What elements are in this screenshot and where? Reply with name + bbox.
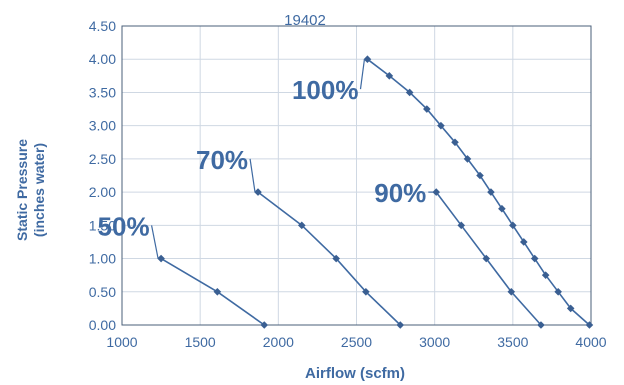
data-point-marker	[254, 188, 262, 196]
data-point-marker	[437, 121, 445, 130]
data-point-marker	[363, 55, 372, 64]
data-point-marker	[509, 221, 517, 230]
data-point-marker	[585, 321, 594, 329]
y-tick-label: 2.50	[89, 151, 116, 167]
data-point-marker	[396, 321, 405, 329]
series-label-leader	[359, 59, 366, 90]
series-70pct	[254, 188, 405, 329]
data-point-marker	[507, 287, 516, 296]
data-point-marker	[463, 155, 472, 163]
series-100pct	[363, 55, 594, 329]
data-point-marker	[457, 221, 466, 230]
data-point-marker	[541, 271, 550, 279]
x-tick-label: 3500	[497, 334, 528, 350]
data-point-marker	[476, 171, 484, 180]
plot-area-border	[121, 25, 592, 326]
data-point-marker	[530, 254, 539, 263]
y-tick-label: 0.00	[89, 317, 116, 333]
series-label-70pct: 70%	[196, 145, 248, 175]
data-point-marker	[297, 221, 306, 230]
chart-title: 19402	[284, 12, 326, 29]
y-tick-label: 1.50	[89, 217, 116, 233]
y-tick-label: 3.00	[89, 118, 116, 134]
x-axis-label: Airflow (scfm)	[305, 365, 405, 382]
y-tick-label: 1.00	[89, 251, 116, 267]
y-tick-label: 2.00	[89, 184, 116, 200]
series-label-90pct: 90%	[374, 178, 426, 208]
data-point-marker	[260, 321, 269, 329]
data-point-marker	[554, 287, 562, 296]
series-lines	[157, 55, 594, 329]
data-point-marker	[498, 204, 506, 213]
x-axis-tick-labels: 1000 1500 2000 2500 3000 3500 4000	[106, 334, 606, 350]
series-label-leader	[150, 225, 159, 259]
series-label-50pct: 50%	[98, 211, 150, 241]
data-point-marker	[213, 287, 222, 296]
x-tick-label: 2500	[341, 334, 372, 350]
data-point-marker	[566, 304, 575, 313]
data-point-marker	[537, 321, 545, 329]
y-tick-label: 4.50	[89, 18, 116, 34]
y-tick-label: 0.50	[89, 284, 116, 300]
y-tick-label: 3.50	[89, 84, 116, 100]
series-labels: 50% 70% 90% 100%	[98, 59, 434, 259]
data-point-marker	[482, 254, 491, 263]
data-point-marker	[451, 138, 459, 147]
x-tick-label: 3000	[419, 334, 450, 350]
data-point-marker	[423, 105, 431, 113]
data-point-marker	[432, 188, 441, 196]
x-tick-label: 4000	[575, 334, 606, 350]
data-point-marker	[405, 88, 414, 97]
data-point-marker	[385, 72, 394, 80]
y-axis-label-line1: Static Pressure	[14, 139, 30, 241]
series-label-100pct: 100%	[292, 75, 359, 105]
x-tick-label: 1500	[185, 334, 216, 350]
y-axis-tick-labels: 0.00 0.50 1.00 1.50 2.00 2.50 3.00 3.50 4.00 4.50	[89, 18, 116, 333]
y-axis-label-line2: (inches water)	[31, 143, 47, 237]
x-tick-label: 2000	[263, 334, 294, 350]
y-tick-label: 4.00	[89, 51, 116, 67]
x-tick-label: 1000	[106, 334, 137, 350]
series-label-leader	[249, 158, 256, 193]
data-point-marker	[487, 188, 495, 196]
data-point-marker	[332, 254, 340, 263]
series-50pct	[157, 254, 269, 329]
series-90pct	[432, 188, 545, 329]
data-point-marker	[157, 254, 165, 263]
data-point-marker	[362, 287, 370, 296]
data-point-marker	[519, 238, 528, 246]
